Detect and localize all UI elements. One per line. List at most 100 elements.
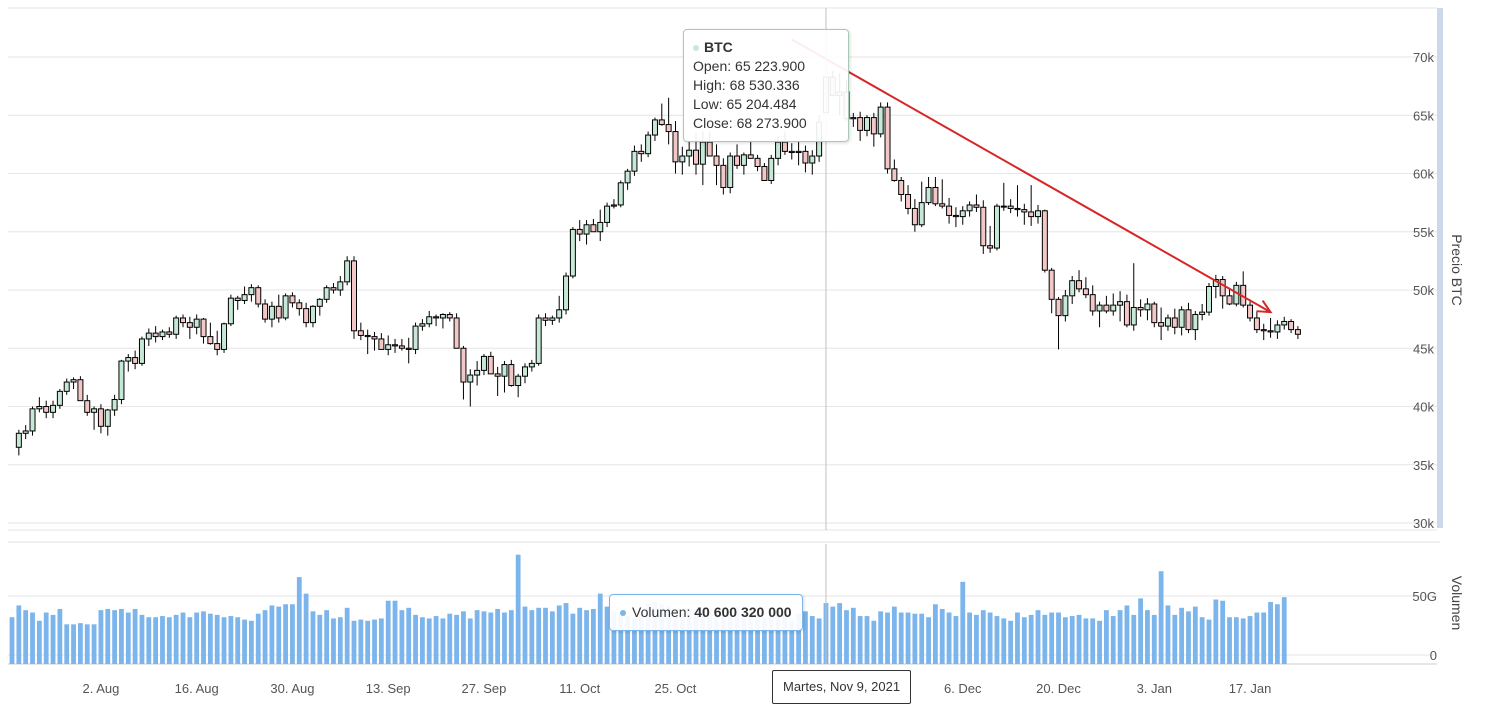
volume-bar[interactable] xyxy=(1083,618,1089,664)
candle[interactable] xyxy=(433,314,440,327)
volume-bar[interactable] xyxy=(529,610,535,664)
candle[interactable] xyxy=(152,326,159,343)
volume-bar[interactable] xyxy=(420,617,425,664)
candle[interactable] xyxy=(405,337,412,364)
volume-bar[interactable] xyxy=(1192,606,1198,664)
candle[interactable] xyxy=(460,345,467,400)
volume-bar[interactable] xyxy=(891,606,897,664)
candle[interactable] xyxy=(323,285,330,303)
volume-bar[interactable] xyxy=(864,616,870,664)
candle[interactable] xyxy=(1151,301,1158,328)
candle[interactable] xyxy=(296,299,303,316)
candle[interactable] xyxy=(138,336,145,366)
candle[interactable] xyxy=(173,315,180,339)
volume-bar[interactable] xyxy=(1062,617,1068,664)
candle[interactable] xyxy=(364,329,371,355)
volume-bar[interactable] xyxy=(1021,617,1027,664)
candle[interactable] xyxy=(70,377,77,390)
volume-bar[interactable] xyxy=(481,611,487,664)
candle[interactable] xyxy=(1096,301,1103,328)
candle[interactable] xyxy=(946,197,953,224)
volume-bar[interactable] xyxy=(618,614,624,664)
volume-bar[interactable] xyxy=(1090,618,1096,664)
candle[interactable] xyxy=(1014,185,1021,217)
volume-bar[interactable] xyxy=(755,611,760,664)
volume-bar[interactable] xyxy=(994,616,1000,664)
volume-bar[interactable] xyxy=(1097,620,1102,664)
volume-bar[interactable] xyxy=(1261,612,1267,664)
volume-bar[interactable] xyxy=(980,610,986,664)
volume-bar[interactable] xyxy=(844,610,849,664)
candle[interactable] xyxy=(645,131,652,158)
volume-bar[interactable] xyxy=(36,620,42,664)
volume-bar[interactable] xyxy=(91,624,97,664)
candle[interactable] xyxy=(1294,326,1301,339)
volume-bar[interactable] xyxy=(255,613,261,664)
volume-bar[interactable] xyxy=(160,616,165,664)
candle[interactable] xyxy=(487,351,494,375)
volume-bar[interactable] xyxy=(180,612,186,664)
volume-bar[interactable] xyxy=(597,593,603,664)
volume-bar[interactable] xyxy=(146,617,152,664)
volume-bar[interactable] xyxy=(727,608,733,664)
volume-bar[interactable] xyxy=(536,607,542,664)
candle[interactable] xyxy=(617,180,624,208)
candle[interactable] xyxy=(898,176,905,202)
candle[interactable] xyxy=(337,276,344,296)
volume-bar[interactable] xyxy=(16,605,22,664)
candle[interactable] xyxy=(1192,310,1199,341)
candle[interactable] xyxy=(1144,298,1151,321)
candle[interactable] xyxy=(351,256,357,339)
volume-bar[interactable] xyxy=(625,616,630,664)
candle[interactable] xyxy=(891,159,898,182)
volume-bar[interactable] xyxy=(1131,614,1137,664)
candle[interactable] xyxy=(97,404,104,434)
candle[interactable] xyxy=(1048,267,1055,314)
volume-bar[interactable] xyxy=(803,611,808,664)
volume-bar[interactable] xyxy=(125,612,131,664)
volume-bar[interactable] xyxy=(1179,607,1185,664)
volume-bar[interactable] xyxy=(1117,610,1123,664)
volume-bar[interactable] xyxy=(522,606,528,664)
volume-bar[interactable] xyxy=(447,613,453,664)
candle[interactable] xyxy=(809,150,816,175)
candle[interactable] xyxy=(214,330,221,356)
volume-bar[interactable] xyxy=(1076,614,1082,664)
candle[interactable] xyxy=(385,335,392,356)
candle[interactable] xyxy=(104,408,111,436)
candle[interactable] xyxy=(973,194,980,212)
candle[interactable] xyxy=(959,206,966,225)
volume-bar[interactable] xyxy=(652,601,658,664)
candle[interactable] xyxy=(740,152,747,175)
volume-bar[interactable] xyxy=(467,618,473,664)
volume-bar[interactable] xyxy=(632,618,637,664)
candle[interactable] xyxy=(1123,294,1130,328)
candle[interactable] xyxy=(918,181,925,228)
candle[interactable] xyxy=(672,121,679,174)
candle[interactable] xyxy=(1164,314,1171,331)
volume-bar[interactable] xyxy=(351,620,357,664)
candle[interactable] xyxy=(1041,209,1048,273)
candle[interactable] xyxy=(180,314,186,328)
candle[interactable] xyxy=(713,144,720,186)
volume-bar[interactable] xyxy=(331,618,336,664)
volume-bar[interactable] xyxy=(1199,617,1205,664)
candle[interactable] xyxy=(1288,319,1295,334)
volume-bar[interactable] xyxy=(249,620,254,664)
candle[interactable] xyxy=(1103,295,1110,314)
candle[interactable] xyxy=(268,301,275,328)
volume-bar[interactable] xyxy=(1001,618,1007,664)
candle[interactable] xyxy=(980,200,987,254)
volume-bar[interactable] xyxy=(276,606,282,664)
candle[interactable] xyxy=(1130,263,1137,331)
candle[interactable] xyxy=(186,316,193,339)
volume-bar[interactable] xyxy=(71,624,76,664)
volume-bar[interactable] xyxy=(365,620,371,664)
volume-bar[interactable] xyxy=(1138,598,1143,664)
candle[interactable] xyxy=(686,140,693,167)
volume-bar[interactable] xyxy=(768,612,774,664)
volume-bar[interactable] xyxy=(857,616,863,664)
volume-bar[interactable] xyxy=(898,612,904,664)
candle[interactable] xyxy=(569,227,576,279)
candle[interactable] xyxy=(870,112,877,147)
